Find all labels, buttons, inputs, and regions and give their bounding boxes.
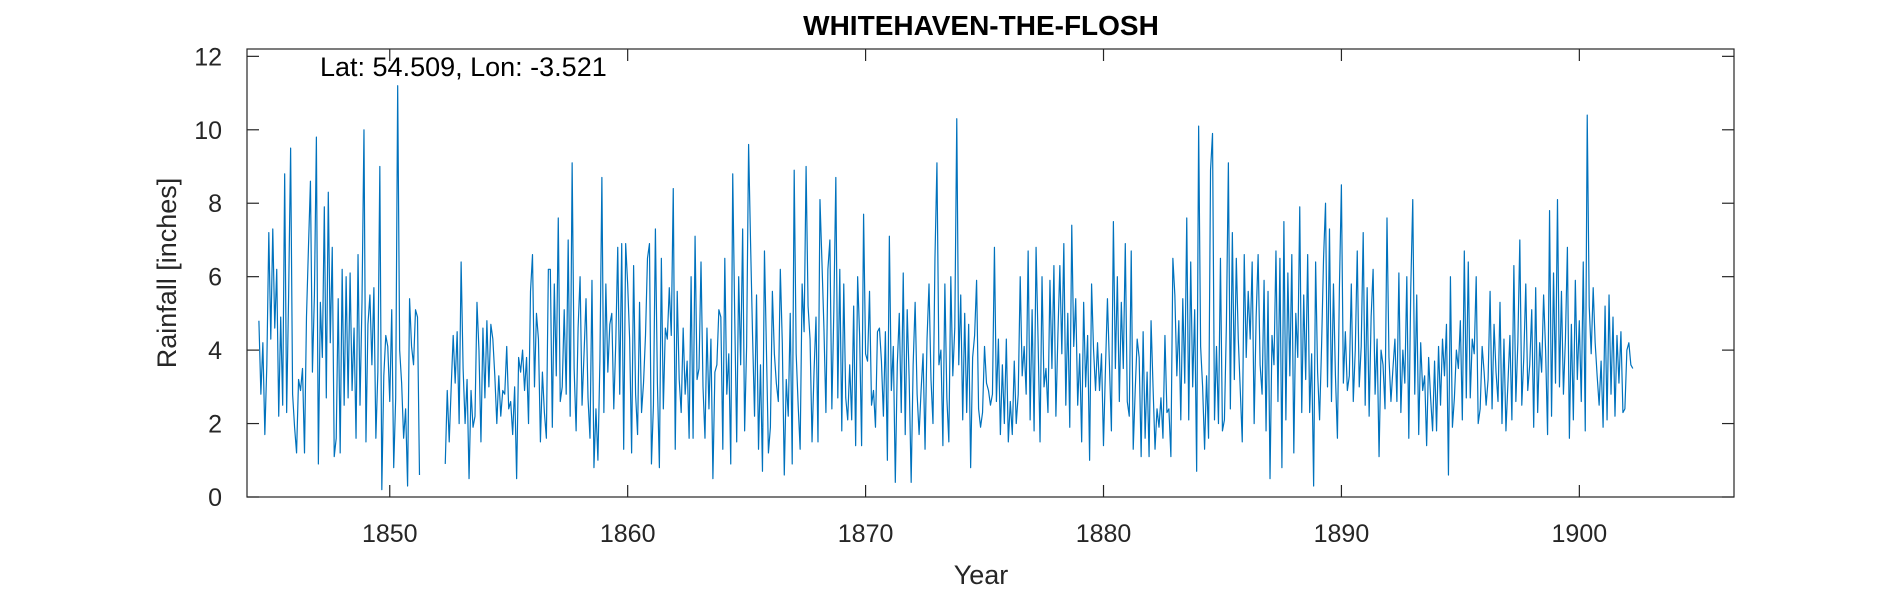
x-tick-label: 1900 xyxy=(1552,520,1608,548)
x-tick-label: 1860 xyxy=(600,520,656,548)
chart-title: WHITEHAVEN-THE-FLOSH xyxy=(803,10,1159,41)
y-axis-label: Rainfall [inches] xyxy=(152,178,182,369)
y-tick-label: 4 xyxy=(208,337,222,365)
plot-area xyxy=(247,49,1734,497)
y-tick-label: 12 xyxy=(194,43,222,71)
x-tick-label: 1870 xyxy=(838,520,894,548)
axis-ticks xyxy=(247,49,1734,498)
x-tick-label: 1890 xyxy=(1314,520,1370,548)
y-tick-label: 2 xyxy=(208,411,222,439)
rainfall-series-line xyxy=(258,85,421,491)
y-tick-label: 6 xyxy=(208,264,222,292)
x-tick-label: 1850 xyxy=(362,520,418,548)
y-tick-label: 10 xyxy=(194,117,222,145)
x-tick-label: 1880 xyxy=(1076,520,1132,548)
x-axis-label: Year xyxy=(954,560,1009,590)
tick-labels: 1850 1860 1870 1880 1890 1900 0 2 4 6 8 10 12 xyxy=(194,43,1607,548)
coordinates-annotation: Lat: 54.509, Lon: -3.521 xyxy=(320,52,607,82)
axes-box xyxy=(246,48,1735,498)
y-tick-label: 0 xyxy=(208,484,222,512)
rainfall-series-line-segment xyxy=(444,114,1634,487)
y-tick-label: 8 xyxy=(208,190,222,218)
